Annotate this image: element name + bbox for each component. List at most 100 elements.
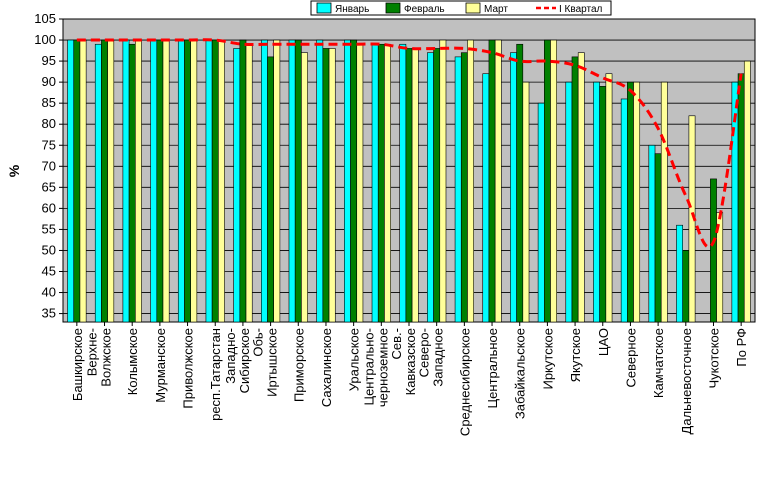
bar-mar bbox=[577, 52, 585, 323]
legend: Январь Февраль Март I Квартал bbox=[310, 0, 612, 16]
bar-feb bbox=[405, 48, 413, 323]
bar-mar bbox=[273, 39, 281, 323]
y-axis-label: % bbox=[6, 164, 22, 177]
bar-jan bbox=[565, 81, 573, 323]
bar-feb bbox=[156, 39, 164, 323]
bar-jan bbox=[399, 43, 407, 323]
bar-jan bbox=[150, 39, 158, 323]
bar-feb bbox=[267, 56, 274, 323]
x-tick-label: Приморское bbox=[291, 328, 306, 402]
bar-mar bbox=[467, 39, 474, 323]
bar-jan bbox=[510, 52, 517, 323]
x-tick-label: Центрально-черноземное bbox=[361, 328, 390, 407]
y-tick-label: 55 bbox=[42, 221, 56, 236]
x-tick-label: Сахалинское bbox=[319, 328, 334, 407]
bar-feb bbox=[654, 153, 662, 323]
bar-mar bbox=[135, 39, 142, 323]
y-tick-label: 40 bbox=[42, 285, 56, 300]
y-tick-label: 70 bbox=[42, 158, 56, 173]
x-tick-label: Приволжское bbox=[181, 328, 196, 409]
bar-mar bbox=[743, 60, 751, 323]
bar-feb bbox=[377, 43, 385, 323]
bar-jan bbox=[427, 52, 434, 323]
x-tick-label: Мурманское bbox=[153, 328, 168, 403]
y-tick-label: 85 bbox=[42, 95, 56, 110]
bar-mar bbox=[162, 39, 170, 323]
legend-label-mar: Март bbox=[484, 4, 508, 15]
bar-jan bbox=[482, 73, 490, 323]
bar-mar bbox=[301, 52, 308, 323]
bar-mar bbox=[522, 81, 530, 323]
bar-jan bbox=[371, 43, 379, 323]
y-tick-label: 75 bbox=[42, 137, 56, 152]
y-tick-label: 65 bbox=[42, 179, 56, 194]
bar-feb bbox=[737, 73, 745, 323]
bar-feb bbox=[211, 39, 219, 323]
y-tick-label: 60 bbox=[42, 200, 56, 215]
bar-jan bbox=[122, 39, 130, 323]
x-tick-label: Забайкальское bbox=[513, 328, 528, 419]
bar-mar bbox=[356, 43, 364, 323]
x-tick-label: Камчатское bbox=[651, 328, 666, 398]
x-tick-label: По РФ bbox=[734, 328, 749, 367]
bar-feb bbox=[627, 81, 634, 323]
bar-feb bbox=[350, 39, 358, 323]
x-tick-label: Северо-Западное bbox=[417, 328, 446, 387]
bar-mar bbox=[633, 81, 641, 323]
bar-feb bbox=[128, 43, 136, 323]
legend-label-quarter: I Квартал bbox=[559, 4, 603, 15]
y-tick-label: 35 bbox=[42, 306, 56, 321]
y-axis: 35 40 45 50 55 60 65 70 75 80 85 90 95 100 105 bbox=[34, 11, 63, 321]
line-quarter bbox=[76, 38, 743, 249]
legend-label-feb: Февраль bbox=[404, 4, 445, 15]
x-tick-label: Западно-Сибирское bbox=[223, 328, 252, 393]
y-tick-label: 90 bbox=[42, 74, 56, 89]
legend-swatch-mar bbox=[465, 2, 481, 14]
x-tick-label: Северное bbox=[623, 328, 638, 387]
bar-mar bbox=[494, 39, 502, 323]
bar-mar bbox=[550, 39, 557, 323]
bar-mar bbox=[218, 39, 225, 323]
bar-feb bbox=[516, 43, 524, 323]
bar-feb bbox=[488, 39, 496, 323]
x-tick-label: Сев.-Кавказское bbox=[389, 328, 418, 395]
bar-jan bbox=[676, 224, 683, 323]
quarter-line bbox=[76, 38, 743, 249]
x-tick-label: ЦАО bbox=[596, 328, 611, 356]
x-tick-label: Чукотское bbox=[706, 328, 721, 389]
bar-mar bbox=[328, 48, 336, 323]
bar-mar bbox=[384, 43, 391, 323]
x-axis: Башкирское Верхне-Волжское Колымское Мурман… bbox=[70, 322, 749, 436]
bar-feb bbox=[682, 250, 690, 323]
x-tick-label: Колымское bbox=[125, 328, 140, 395]
x-tick-label: Верхне-Волжское bbox=[85, 328, 114, 387]
y-tick-label: 95 bbox=[42, 53, 56, 68]
x-tick-label: Башкирское bbox=[70, 328, 85, 401]
bar-group bbox=[67, 39, 751, 323]
y-tick-label: 80 bbox=[42, 116, 56, 131]
bar-feb bbox=[184, 39, 191, 323]
legend-swatch-feb bbox=[385, 2, 401, 14]
bar-mar bbox=[245, 43, 253, 323]
bar-feb bbox=[571, 56, 579, 323]
y-tick-label: 105 bbox=[34, 11, 56, 26]
x-tick-label: Дальневосточное bbox=[679, 328, 694, 434]
x-tick-label: Уральское bbox=[347, 328, 362, 391]
bar-jan bbox=[537, 102, 545, 323]
bar-mar bbox=[660, 81, 668, 323]
bar-feb bbox=[294, 39, 302, 323]
y-tick-label: 50 bbox=[42, 242, 56, 257]
bar-jan bbox=[344, 39, 351, 323]
bar-mar bbox=[411, 48, 419, 323]
bar-feb bbox=[239, 39, 247, 323]
bar-jan bbox=[620, 98, 628, 323]
x-tick-label: Якутское bbox=[568, 328, 583, 382]
x-tick-label: Среднесибирское bbox=[457, 328, 472, 436]
x-tick-label: Иркутское bbox=[540, 328, 555, 390]
bar-feb bbox=[599, 86, 607, 323]
bar-jan bbox=[67, 39, 75, 323]
bar-jan bbox=[205, 39, 213, 323]
y-tick-label: 45 bbox=[42, 264, 56, 279]
bar-jan bbox=[454, 56, 462, 323]
